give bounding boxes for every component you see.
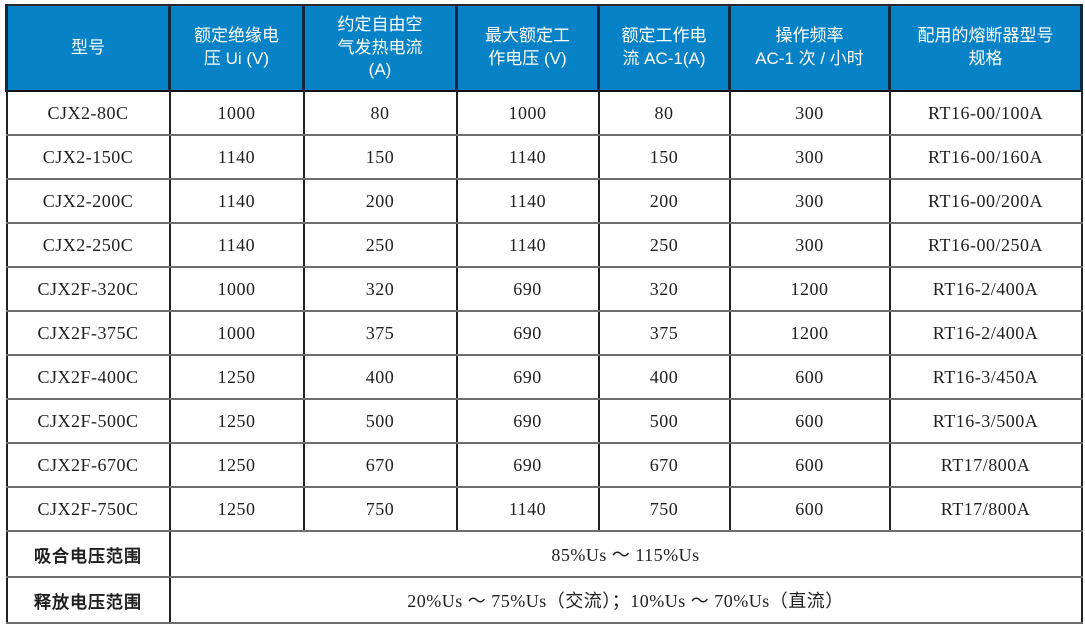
header-model: 型号 — [5, 4, 171, 92]
value-cell: RT16-00/160A — [888, 134, 1083, 180]
value-cell: RT16-00/250A — [888, 222, 1083, 268]
value-cell: 300 — [728, 222, 891, 268]
value-cell: 1140 — [168, 178, 305, 224]
header-rated-working-current: 额定工作电 流 AC-1(A) — [597, 4, 731, 92]
value-cell: 690 — [455, 442, 600, 488]
value-cell: 250 — [302, 222, 458, 268]
table-row: CJX2F-400C 1250 400 690 400 600 RT16-3/450A — [5, 354, 1083, 400]
value-cell: 500 — [597, 398, 731, 444]
table-header: 型号 额定绝缘电 压 Ui (V) 约定自由空 气发热电流 (A) 最大额定工 … — [5, 4, 1083, 92]
model-cell: CJX2F-670C — [5, 442, 171, 488]
model-cell: CJX2F-750C — [5, 486, 171, 532]
value-cell: RT16-00/100A — [888, 90, 1083, 136]
value-cell: 1000 — [455, 90, 600, 136]
value-cell: RT16-3/450A — [888, 354, 1083, 400]
value-cell: RT16-2/400A — [888, 310, 1083, 356]
value-cell: 600 — [728, 398, 891, 444]
value-cell: 690 — [455, 266, 600, 312]
value-cell: 400 — [597, 354, 731, 400]
value-cell: 750 — [597, 486, 731, 532]
value-cell: 750 — [302, 486, 458, 532]
value-cell: 690 — [455, 310, 600, 356]
value-cell: RT17/800A — [888, 442, 1083, 488]
table-footer: 吸合电压范围 85%Us ～ 115%Us 释放电压范围 20%Us ～ 75%… — [5, 530, 1083, 624]
model-cell: CJX2F-400C — [5, 354, 171, 400]
header-max-rated-working-voltage: 最大额定工 作电压 (V) — [455, 4, 600, 92]
value-cell: 1200 — [728, 266, 891, 312]
value-cell: 400 — [302, 354, 458, 400]
value-cell: 1000 — [168, 266, 305, 312]
value-cell: 670 — [302, 442, 458, 488]
value-cell: 1200 — [728, 310, 891, 356]
model-cell: CJX2F-375C — [5, 310, 171, 356]
value-cell: 690 — [455, 398, 600, 444]
model-cell: CJX2-200C — [5, 178, 171, 224]
value-cell: 600 — [728, 486, 891, 532]
table-row: CJX2-80C 1000 80 1000 80 300 RT16-00/100A — [5, 90, 1083, 136]
value-cell: 690 — [455, 354, 600, 400]
value-cell: 80 — [302, 90, 458, 136]
value-cell: 670 — [597, 442, 731, 488]
value-cell: 1140 — [455, 134, 600, 180]
value-cell: 300 — [728, 178, 891, 224]
header-operating-frequency: 操作频率 AC-1 次 / 小时 — [728, 4, 891, 92]
value-cell: 300 — [728, 90, 891, 136]
value-cell: RT16-3/500A — [888, 398, 1083, 444]
value-cell: 200 — [597, 178, 731, 224]
header-fuse-spec: 配用的熔断器型号 规格 — [888, 4, 1083, 92]
table-row: CJX2-200C 1140 200 1140 200 300 RT16-00/200A — [5, 178, 1083, 224]
value-cell: 320 — [597, 266, 731, 312]
table-body: CJX2-80C 1000 80 1000 80 300 RT16-00/100A CJX2-… — [5, 90, 1083, 532]
table-row: CJX2F-750C 1250 750 1140 750 600 RT17/800A — [5, 486, 1083, 532]
value-cell: 1000 — [168, 310, 305, 356]
model-cell: CJX2-250C — [5, 222, 171, 268]
header-row: 型号 额定绝缘电 压 Ui (V) 约定自由空 气发热电流 (A) 最大额定工 … — [5, 4, 1083, 92]
pickup-voltage-value: 85%Us ～ 115%Us — [168, 530, 1083, 578]
model-cell: CJX2-150C — [5, 134, 171, 180]
value-cell: 200 — [302, 178, 458, 224]
value-cell: 150 — [302, 134, 458, 180]
value-cell: 375 — [302, 310, 458, 356]
value-cell: 1140 — [455, 222, 600, 268]
table-row: CJX2F-320C 1000 320 690 320 1200 RT16-2/400A — [5, 266, 1083, 312]
model-cell: CJX2F-320C — [5, 266, 171, 312]
value-cell: 1250 — [168, 442, 305, 488]
value-cell: 600 — [728, 354, 891, 400]
value-cell: 1250 — [168, 354, 305, 400]
value-cell: 320 — [302, 266, 458, 312]
contactor-spec-table: 型号 额定绝缘电 压 Ui (V) 约定自由空 气发热电流 (A) 最大额定工 … — [5, 4, 1083, 624]
value-cell: 1000 — [168, 90, 305, 136]
model-cell: CJX2F-500C — [5, 398, 171, 444]
table-row: CJX2-250C 1140 250 1140 250 300 RT16-00/250A — [5, 222, 1083, 268]
value-cell: 1250 — [168, 486, 305, 532]
table-row: CJX2-150C 1140 150 1140 150 300 RT16-00/160A — [5, 134, 1083, 180]
table-row: CJX2F-375C 1000 375 690 375 1200 RT16-2/400A — [5, 310, 1083, 356]
header-conventional-thermal-current: 约定自由空 气发热电流 (A) — [302, 4, 458, 92]
release-voltage-label: 释放电压范围 — [5, 576, 171, 624]
value-cell: 375 — [597, 310, 731, 356]
header-rated-insulation-voltage: 额定绝缘电 压 Ui (V) — [168, 4, 305, 92]
value-cell: 150 — [597, 134, 731, 180]
table-row: CJX2F-670C 1250 670 690 670 600 RT17/800A — [5, 442, 1083, 488]
value-cell: RT16-00/200A — [888, 178, 1083, 224]
value-cell: 250 — [597, 222, 731, 268]
value-cell: 1140 — [455, 178, 600, 224]
value-cell: RT16-2/400A — [888, 266, 1083, 312]
value-cell: 1140 — [455, 486, 600, 532]
pickup-voltage-row: 吸合电压范围 85%Us ～ 115%Us — [5, 530, 1083, 578]
release-voltage-row: 释放电压范围 20%Us ～ 75%Us（交流）；10%Us ～ 70%Us（直… — [5, 576, 1083, 624]
release-voltage-value: 20%Us ～ 75%Us（交流）；10%Us ～ 70%Us（直流） — [168, 576, 1083, 624]
value-cell: 500 — [302, 398, 458, 444]
value-cell: RT17/800A — [888, 486, 1083, 532]
model-cell: CJX2-80C — [5, 90, 171, 136]
value-cell: 1250 — [168, 398, 305, 444]
value-cell: 1140 — [168, 134, 305, 180]
pickup-voltage-label: 吸合电压范围 — [5, 530, 171, 578]
value-cell: 600 — [728, 442, 891, 488]
table-row: CJX2F-500C 1250 500 690 500 600 RT16-3/500A — [5, 398, 1083, 444]
value-cell: 300 — [728, 134, 891, 180]
value-cell: 1140 — [168, 222, 305, 268]
value-cell: 80 — [597, 90, 731, 136]
